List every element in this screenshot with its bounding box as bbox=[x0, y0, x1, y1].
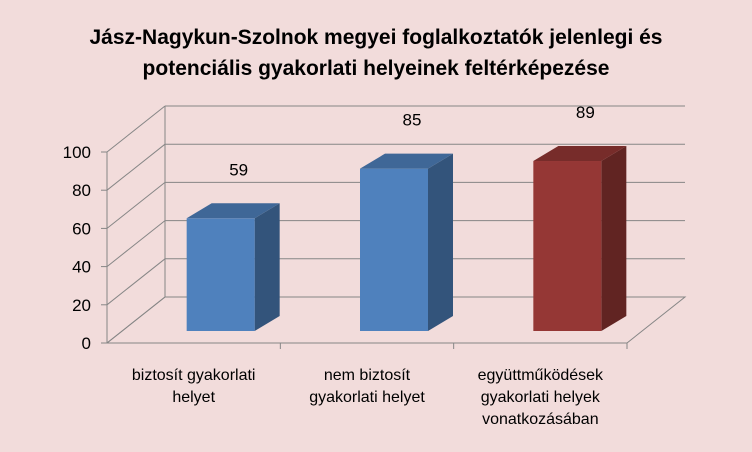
bar-top-1 bbox=[360, 153, 453, 169]
category-labels: biztosít gyakorlati helyet nem biztosít gya… bbox=[132, 367, 604, 428]
side-gridline-60 bbox=[106, 182, 166, 229]
bar-front-2 bbox=[533, 161, 602, 331]
category-label-0-line-0: biztosít gyakorlati bbox=[132, 367, 256, 384]
axes: 0 20 40 60 80 100 bbox=[63, 143, 628, 353]
y-tick-label-80: 80 bbox=[72, 181, 91, 200]
bar-front-0 bbox=[186, 218, 255, 331]
data-label-0: 59 bbox=[229, 160, 248, 179]
bar-front-1 bbox=[360, 168, 428, 331]
y-tick-label-40: 40 bbox=[72, 258, 91, 277]
side-gridline-100 bbox=[106, 105, 166, 153]
category-label-2-line-0: együttműködések bbox=[478, 367, 604, 384]
data-label-2: 89 bbox=[576, 103, 595, 122]
y-tick-label-0: 0 bbox=[82, 334, 91, 353]
y-tick-label-20: 20 bbox=[72, 296, 91, 315]
chart-title-line-2: potenciális gyakorlati helyeinek feltérk… bbox=[143, 57, 610, 80]
bar-2 bbox=[533, 146, 627, 331]
data-labels: 59 85 89 bbox=[229, 103, 595, 179]
bar-top-0 bbox=[186, 203, 280, 219]
data-label-1: 85 bbox=[403, 111, 422, 130]
category-label-2-line-1: gyakorlati helyek bbox=[481, 389, 601, 406]
category-label-0-line-1: helyet bbox=[172, 389, 215, 406]
category-label-1-line-1: gyakorlati helyet bbox=[309, 389, 425, 406]
bar-top-2 bbox=[533, 146, 627, 162]
bar-side-0 bbox=[254, 203, 280, 331]
bars bbox=[186, 146, 627, 331]
side-gridline-80 bbox=[106, 143, 166, 191]
category-label-2-line-2: vonatkozásában bbox=[482, 411, 599, 428]
side-gridline-40 bbox=[106, 220, 166, 267]
y-tick-label-60: 60 bbox=[72, 219, 91, 238]
y-tick-label-100: 100 bbox=[63, 143, 91, 162]
bar-1 bbox=[360, 153, 453, 331]
bar-side-2 bbox=[601, 146, 627, 331]
bar-0 bbox=[186, 203, 280, 331]
bar-side-1 bbox=[428, 153, 453, 331]
side-gridline-20 bbox=[106, 258, 166, 306]
chart-title-line-1: Jász-Nagykun-Szolnok megyei foglalkoztat… bbox=[90, 26, 663, 49]
category-label-1-line-0: nem biztosít bbox=[324, 367, 411, 384]
